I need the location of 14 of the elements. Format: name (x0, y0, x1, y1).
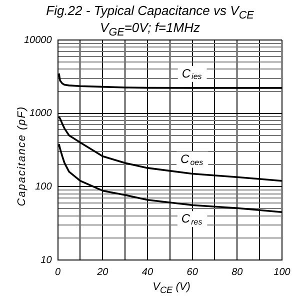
x-tick-label: 100 (274, 266, 291, 278)
y-tick-label: 100 (35, 181, 52, 192)
x-tick-label: 60 (186, 266, 198, 278)
chart-subtitle: V$_{GE}$=0V; f=1MHz (100, 20, 200, 39)
y-axis-title: Capacitance (pF) (16, 104, 28, 208)
x-tick-label: 80 (232, 266, 244, 278)
y-tick-label: 10 (40, 254, 52, 266)
chart-title: Fig.22 - Typical Capacitance vs V$_{CE}$ (45, 3, 255, 22)
x-tick-label: 0 (55, 266, 62, 278)
x-tick-label: 20 (96, 266, 109, 278)
x-axis-title: V$_{CE}$ (V) (152, 281, 192, 296)
y-tick-label: 10000 (24, 34, 52, 46)
x-tick-label: 40 (142, 266, 154, 278)
y-tick-label: 1000 (30, 108, 52, 120)
